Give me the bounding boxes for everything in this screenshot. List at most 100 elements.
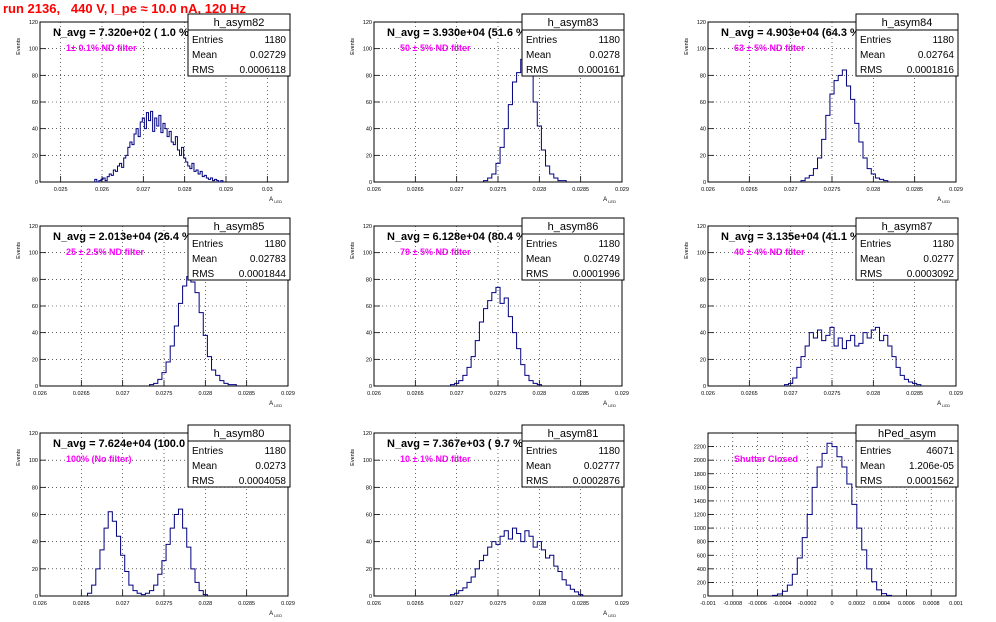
y-tick-label: 120	[363, 431, 372, 437]
y-axis-label: Events	[350, 242, 356, 259]
x-tick-label: 0.0275	[156, 391, 173, 397]
stats-value: 0.02777	[584, 461, 621, 472]
y-tick-label: 0	[703, 384, 706, 390]
filter-annotation: 25 ± 2.5% ND filter	[66, 247, 144, 257]
page-title: run 2136, 440 V, I_pe ≈ 10.0 nA, 120 Hz	[3, 1, 246, 16]
y-tick-label: 0	[369, 180, 372, 186]
x-tick-label: 0.0285	[572, 601, 589, 607]
x-tick-label: 0.0275	[156, 601, 173, 607]
histogram-line-h_asym84	[800, 69, 889, 182]
y-axis-label: Events	[16, 449, 22, 466]
y-tick-label: 40	[366, 540, 372, 546]
x-axis-label: A LED	[937, 401, 950, 408]
stats-key: Mean	[860, 50, 885, 61]
filter-annotation: 79 ± 5% ND filter	[400, 247, 471, 257]
x-tick-label: 0.026	[367, 601, 381, 607]
x-tick-label: 0.027	[450, 187, 464, 193]
pad-h_asym84: 0 20 40 60 80 100 120 0.026 0.0265 0.027 0.0275 0.0…	[684, 13, 963, 204]
y-tick-label: 60	[366, 513, 372, 519]
x-tick-label: 0.028	[198, 601, 212, 607]
y-tick-label: 40	[366, 331, 372, 337]
x-tick-label: 0.0275	[490, 601, 507, 607]
stats-box	[521, 424, 625, 488]
x-tick-label: 0.029	[949, 187, 963, 193]
stats-value: 1180	[264, 446, 286, 457]
stats-value: 0.0277	[923, 254, 954, 265]
stats-key: Entries	[192, 35, 223, 46]
stats-box	[855, 13, 959, 77]
y-tick-label: 120	[697, 20, 706, 26]
stats-name: hPed_asym	[878, 428, 936, 440]
x-tick-label: 0.026	[367, 391, 381, 397]
stats-key: RMS	[860, 65, 883, 76]
x-axis-label: A LED	[269, 197, 282, 204]
stats-key: Mean	[526, 50, 551, 61]
filter-annotation: 40 ± 4% ND filter	[734, 247, 805, 257]
x-tick-label: 0.026	[367, 187, 381, 193]
stats-value: 0.02783	[250, 254, 287, 265]
stats-value: 1180	[264, 35, 286, 46]
x-tick-label: 0.028	[866, 187, 880, 193]
histogram-title: N_avg = 7.320e+02 ( 1.0 %)	[53, 27, 193, 39]
histogram-line-hPed_asym	[771, 442, 893, 596]
stats-value: 0.0002876	[573, 476, 621, 487]
stats-value: 1180	[598, 239, 620, 250]
y-axis-label: Events	[684, 38, 690, 55]
x-tick-label: 0.0265	[741, 187, 758, 193]
x-tick-label: 0.0265	[741, 391, 758, 397]
y-tick-label: 100	[29, 251, 38, 257]
x-tick-label: -0.0004	[773, 601, 792, 607]
filter-annotation: 100% (No filter)	[66, 454, 132, 464]
histogram-title: N_avg = 7.624e+04 (100.0 %)	[53, 438, 202, 450]
x-tick-label: 0.0265	[407, 187, 424, 193]
y-tick-label: 40	[32, 127, 38, 133]
y-axis-label: Events	[16, 242, 22, 259]
x-tick-label: 0.028	[866, 391, 880, 397]
x-tick-label: 0.027	[450, 391, 464, 397]
y-tick-label: 120	[363, 224, 372, 230]
x-tick-label: 0.027	[450, 601, 464, 607]
y-tick-label: 400	[697, 567, 706, 573]
y-tick-label: 40	[32, 331, 38, 337]
x-tick-label: 0.0002	[848, 601, 865, 607]
x-tick-label: -0.0006	[748, 601, 767, 607]
stats-value: 46071	[926, 446, 954, 457]
x-tick-label: 0.0006	[898, 601, 915, 607]
x-axis-label: A LED	[937, 197, 950, 204]
stats-box	[855, 424, 959, 488]
stats-value: 1180	[598, 446, 620, 457]
x-tick-label: 0.027	[116, 601, 130, 607]
x-tick-label: 0.03	[262, 187, 273, 193]
y-tick-label: 60	[700, 304, 706, 310]
x-tick-label: 0.029	[615, 391, 629, 397]
x-tick-label: 0.027	[784, 391, 798, 397]
y-tick-label: 80	[32, 277, 38, 283]
y-tick-label: 1600	[694, 485, 706, 491]
y-tick-label: 0	[35, 594, 38, 600]
x-tick-label: 0.0265	[407, 391, 424, 397]
y-tick-label: 60	[366, 100, 372, 106]
y-tick-label: 0	[35, 384, 38, 390]
histogram-line-h_asym86	[449, 286, 542, 386]
x-tick-label: 0.029	[615, 601, 629, 607]
y-tick-label: 120	[363, 20, 372, 26]
y-tick-label: 60	[700, 100, 706, 106]
y-tick-label: 40	[700, 331, 706, 337]
stats-value: 0.0001996	[573, 269, 621, 280]
x-tick-label: 0.0285	[572, 187, 589, 193]
stats-name: h_asym87	[882, 221, 933, 233]
y-tick-label: 80	[32, 485, 38, 491]
x-tick-label: 0.0285	[906, 391, 923, 397]
x-tick-label: 0.0004	[873, 601, 890, 607]
x-tick-label: 0.0285	[572, 391, 589, 397]
stats-key: RMS	[192, 65, 215, 76]
x-tick-label: 0.0275	[824, 391, 841, 397]
stats-value: 1.206e-05	[909, 461, 954, 472]
x-tick-label: 0.026	[33, 391, 47, 397]
histogram-line-h_asym87	[783, 326, 922, 386]
y-tick-label: 600	[697, 553, 706, 559]
x-tick-label: 0.029	[281, 391, 295, 397]
stats-box	[187, 217, 291, 281]
stats-name: h_asym86	[548, 221, 599, 233]
